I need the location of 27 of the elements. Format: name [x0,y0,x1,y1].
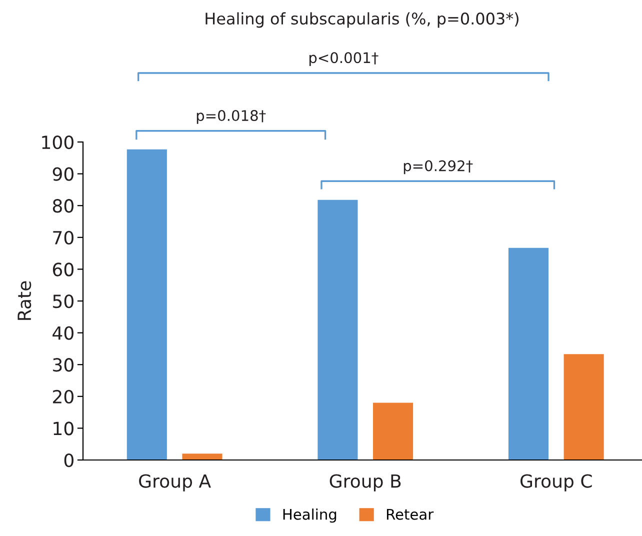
y-tick-label: 30 [53,358,74,372]
y-axis-title: Rate [18,281,32,320]
y-tick-label: 50 [53,294,74,308]
y-tick-label: 60 [52,262,74,276]
bar [508,248,549,460]
y-tick-label: 90 [52,167,74,181]
x-tick-label: Group A [139,474,211,492]
annotation: p=0.292† [404,160,473,174]
y-tick-label: 80 [52,199,74,213]
y-tick-label: 40 [52,326,74,340]
legend-label: Healing [283,508,336,523]
text: p=0.018† [196,110,266,124]
legend-label: Retear [386,508,434,520]
y-tick-label: 20 [53,390,74,404]
bar [126,149,167,460]
y-tick-label: 10 [54,422,74,436]
y-tick-label: 100 [42,135,74,150]
x-tick-label: Group B [330,474,401,492]
bar [564,354,604,460]
text: p<0.001† [309,52,378,66]
bar [318,200,358,460]
y-tick-label: 70 [53,230,74,245]
x-tick-label: Group C [520,474,592,492]
y-tick-label: 0 [64,453,74,468]
bar [182,454,222,460]
bar [372,402,414,460]
chart-title: Healing of subscapularis (%, p=0.003*) [206,12,518,28]
